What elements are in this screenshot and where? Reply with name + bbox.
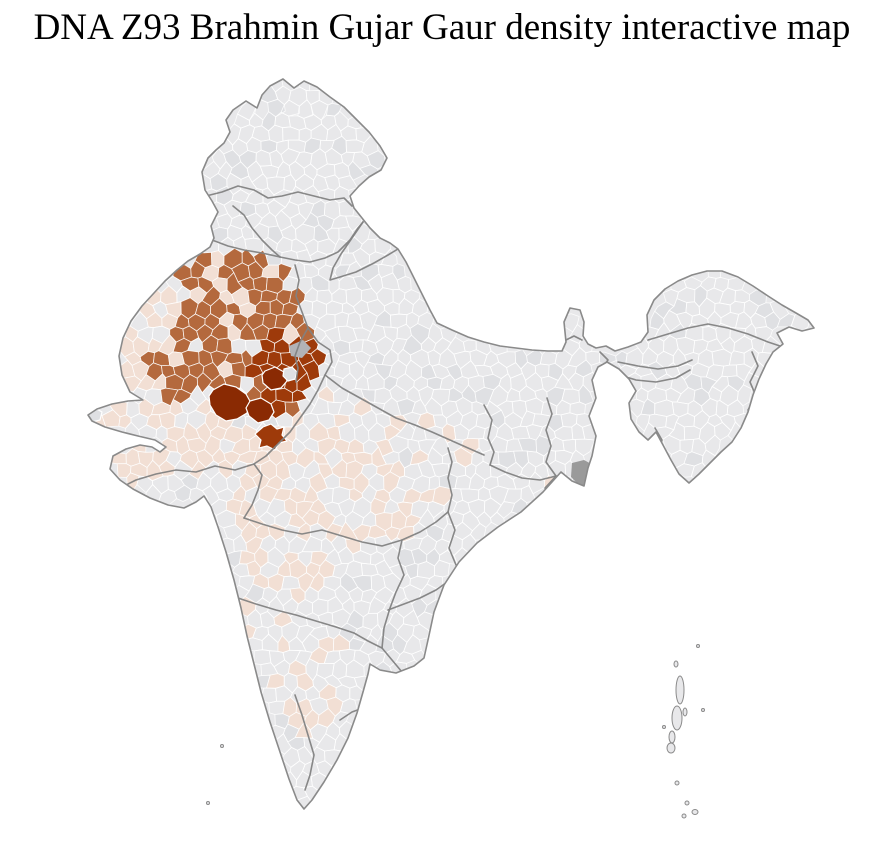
island[interactable]: [681, 813, 687, 819]
island[interactable]: [682, 707, 688, 717]
district-gurgaon[interactable]: [261, 366, 288, 391]
island[interactable]: [668, 730, 676, 744]
district-mesh[interactable]: [89, 74, 811, 813]
island[interactable]: [701, 708, 705, 712]
state-borders: [119, 185, 787, 791]
district-delhi[interactable]: [282, 366, 298, 382]
island[interactable]: [691, 809, 699, 815]
patch-upper-doab-wedge: [289, 340, 311, 358]
islands[interactable]: [206, 644, 705, 819]
island[interactable]: [696, 644, 700, 648]
district-jaipur[interactable]: [208, 383, 252, 422]
island[interactable]: [206, 801, 210, 805]
patch-sundarbans: [571, 460, 600, 489]
island[interactable]: [666, 742, 676, 754]
island[interactable]: [675, 675, 685, 705]
island[interactable]: [671, 705, 683, 731]
island[interactable]: [662, 725, 666, 729]
map-title: DNA Z93 Brahmin Gujar Gaur density inter…: [33, 7, 851, 48]
india-outline: [87, 78, 815, 810]
island[interactable]: [674, 780, 680, 786]
island[interactable]: [684, 800, 690, 806]
island[interactable]: [673, 660, 679, 668]
district-dausa[interactable]: [245, 397, 275, 424]
island[interactable]: [220, 744, 224, 748]
